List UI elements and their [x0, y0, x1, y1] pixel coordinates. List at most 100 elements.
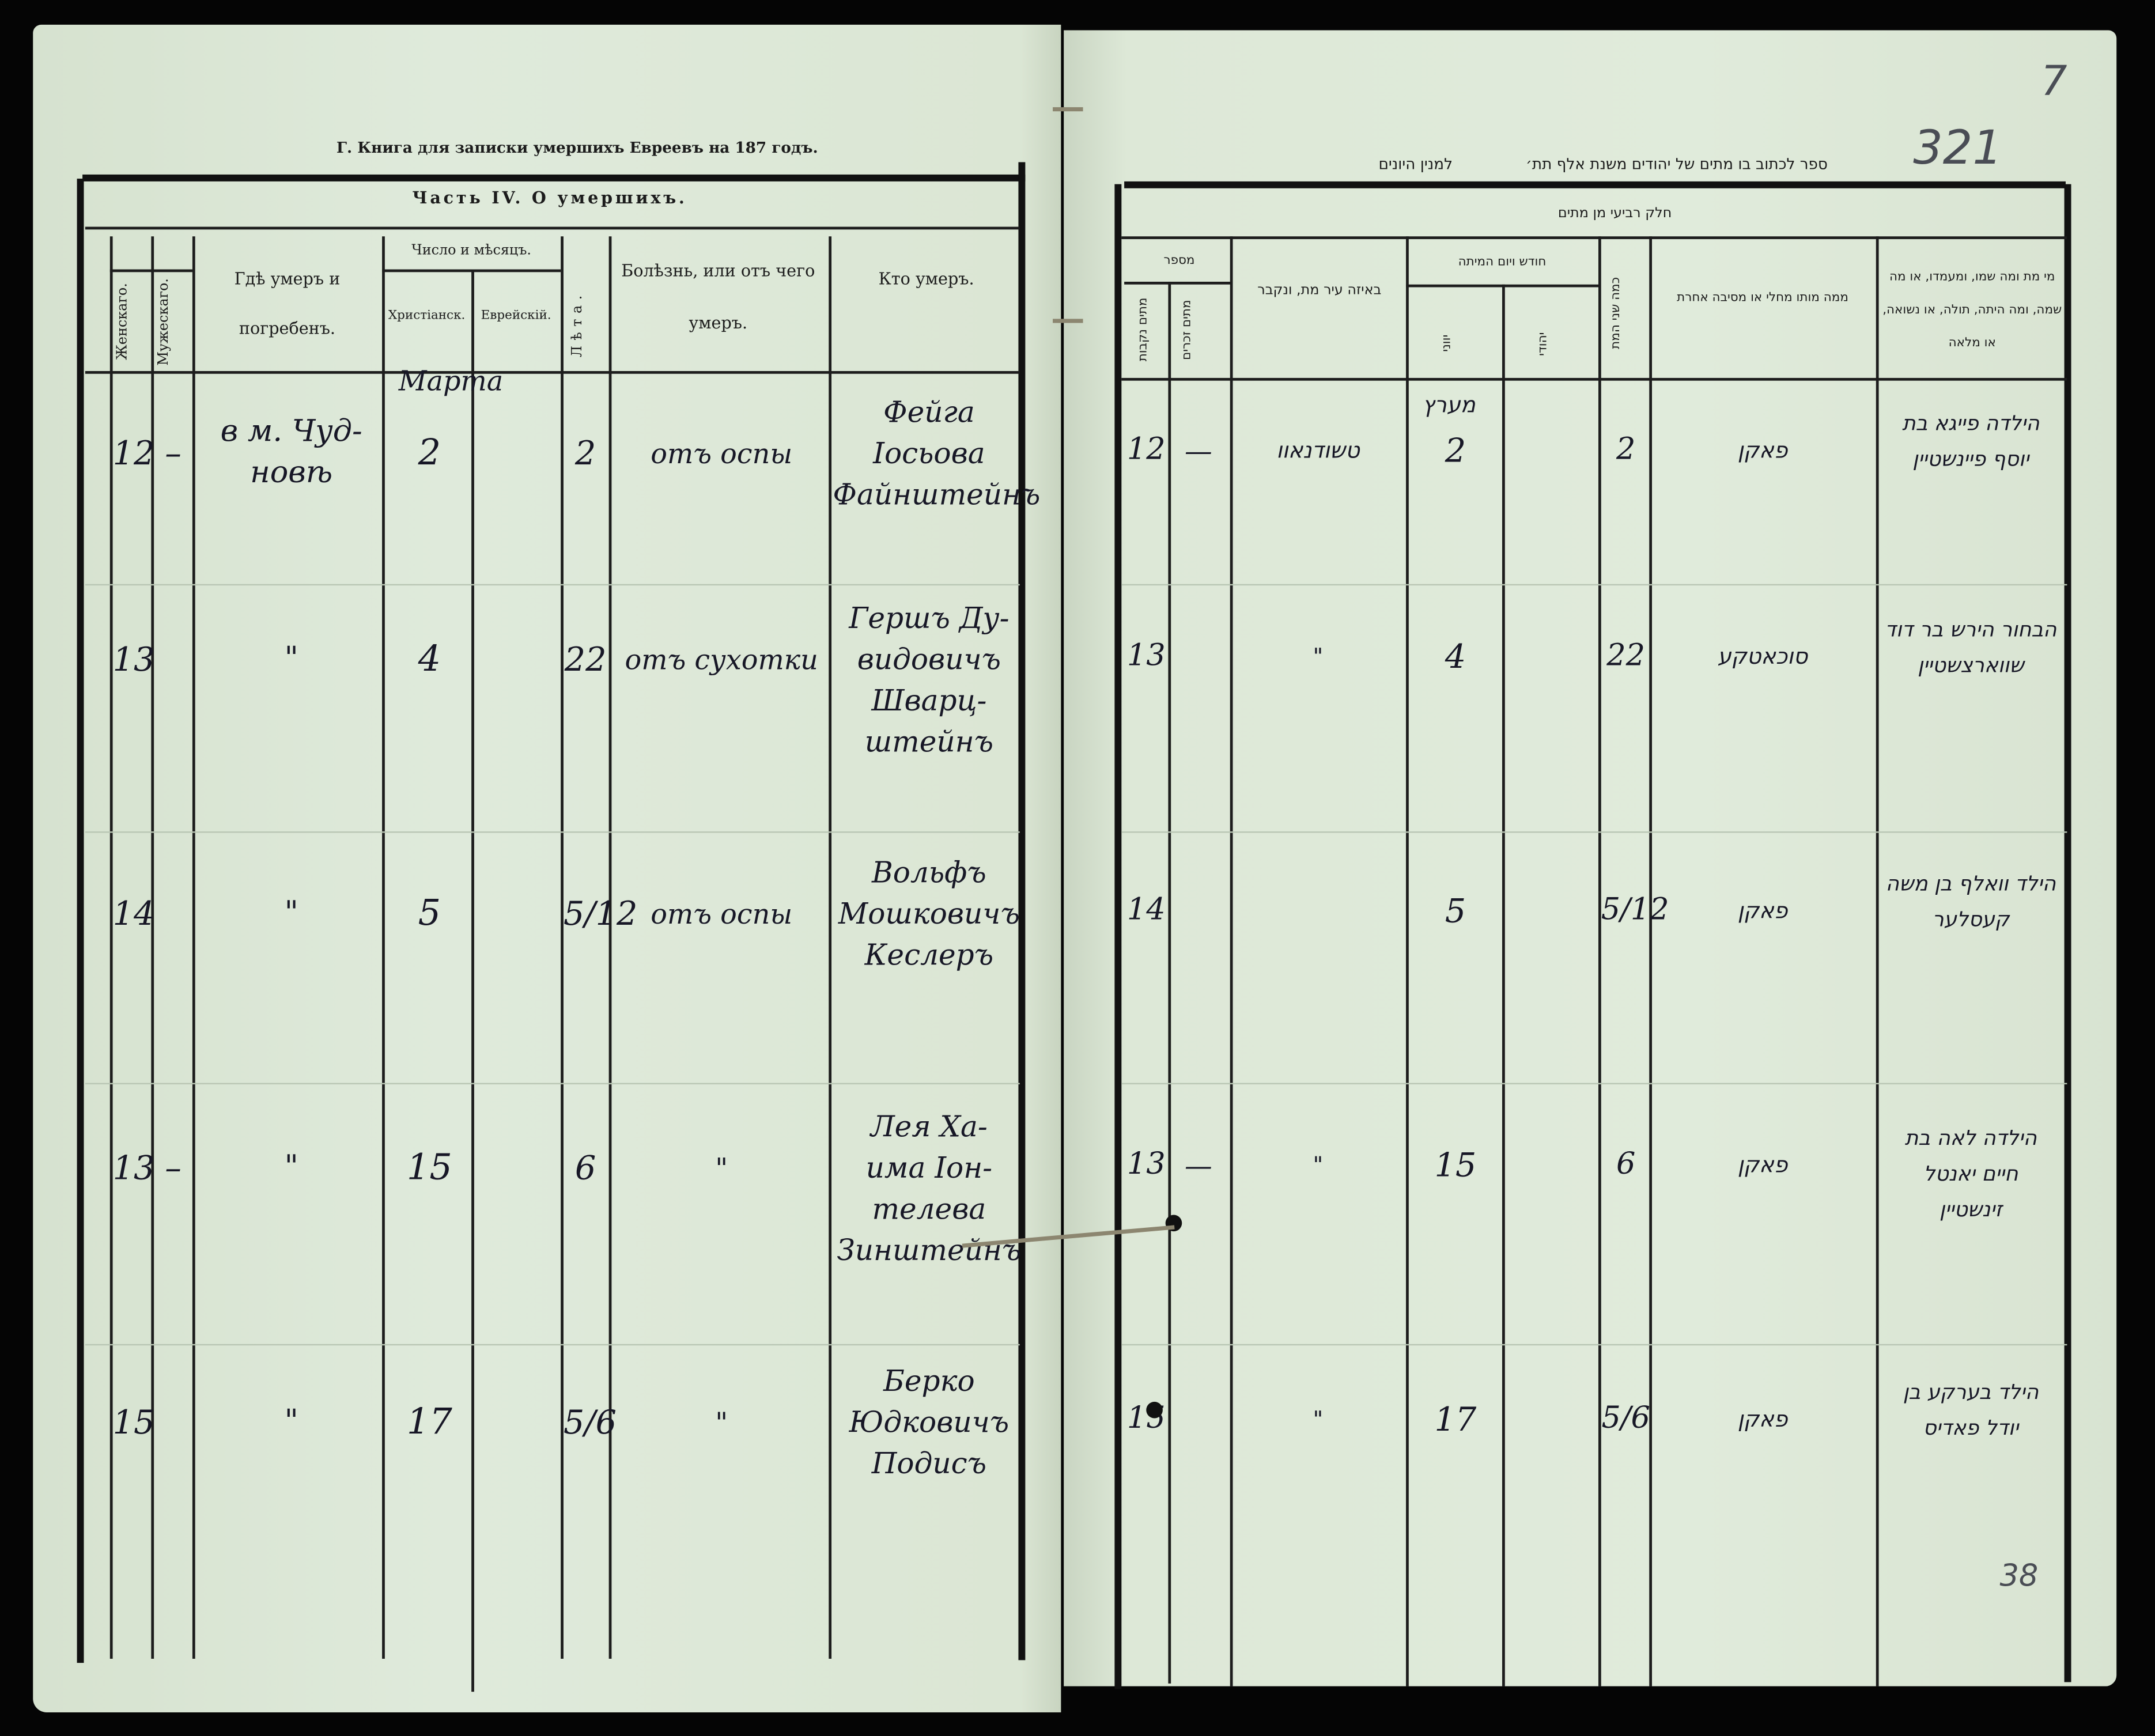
left-header-who: Кто умеръ.: [878, 269, 974, 289]
cell-place: ": [1313, 1406, 1324, 1432]
cell-cause: ": [715, 1406, 728, 1439]
right-header-place: באיזה עיר מת, ונקבר: [1257, 283, 1382, 298]
left-page: [33, 24, 1061, 1712]
binding-hole: [1146, 1401, 1163, 1419]
cell-cause: отъ оспы: [651, 437, 793, 470]
left-column-rule: [151, 236, 154, 1659]
left-header-rule: [85, 226, 1020, 229]
cell-who: Фейга Іосьова Файнштейнъ: [833, 395, 1041, 512]
cell-age: 22: [564, 640, 607, 679]
right-column-rule: [1406, 236, 1408, 1686]
cell-age: 22: [1606, 639, 1646, 674]
right-header-number-group: מספר: [1163, 254, 1195, 268]
right-header-rule: [1121, 236, 2067, 239]
left-month-note: Марта: [398, 364, 504, 398]
left-header-jewish: Еврейскій.: [481, 309, 551, 323]
cell-greek: 2: [1445, 431, 1466, 470]
cell-place: טשודנאוו: [1276, 437, 1360, 463]
cell-female: 14: [112, 894, 155, 933]
cell-male: —: [1185, 1149, 1212, 1182]
left-column-rule: [608, 236, 611, 1659]
right-column-rule: [1502, 284, 1504, 1686]
right-top-border: [1124, 181, 2066, 188]
cell-cause: סוכאטקע: [1717, 643, 1808, 670]
right-month-note: מערץ: [1422, 391, 1476, 418]
left-row-separator: [85, 1083, 1020, 1084]
left-top-border: [82, 174, 1026, 181]
cell-who: Берко Юдковичъ Подисъ: [849, 1364, 1010, 1480]
left-header-place: Гдѣ умеръ и погребенъ.: [234, 269, 341, 338]
cell-christian: 17: [406, 1401, 452, 1443]
cell-female: 13: [1126, 639, 1166, 674]
right-header-age: כמה שני המת: [1609, 277, 1623, 349]
cell-place: ": [1313, 1151, 1324, 1178]
left-book-title: Г. Книга для записки умершихъ Евреевъ на…: [336, 138, 818, 157]
right-right-border: [2064, 184, 2071, 1682]
cell-age: 6: [1616, 1147, 1636, 1182]
bottom-note: 38: [1999, 1560, 2039, 1594]
right-header-jewish: יהודי: [1536, 331, 1551, 355]
cell-place: в м. Чуд- новѣ: [220, 415, 362, 491]
cell-cause: отъ сухотки: [625, 643, 818, 676]
cell-male: –: [165, 434, 182, 473]
left-column-rule: [109, 236, 112, 1659]
cell-who: הילדה לאה בת חיים יאנטל זינשטיין: [1904, 1125, 2037, 1222]
right-column-rule: [1876, 236, 1878, 1686]
cell-age: 5/6: [1601, 1401, 1650, 1436]
left-header-age: Лѣта.: [570, 289, 586, 357]
left-right-border: [1018, 162, 1026, 1661]
cell-cause: ": [715, 1151, 728, 1185]
left-header-female: Женскаго.: [115, 283, 131, 361]
right-column-rule: [1168, 281, 1171, 1684]
cell-female: 15: [112, 1403, 155, 1442]
cell-female: 14: [1126, 893, 1166, 928]
cell-greek: 15: [1434, 1146, 1477, 1185]
right-column-rule: [1598, 236, 1601, 1686]
cell-cause: פאקן: [1737, 1151, 1788, 1178]
cell-age: 6: [574, 1149, 596, 1187]
right-row-separator: [1121, 1344, 2067, 1346]
right-book-title: ספר לכתוב בו מתים של יהודים משנת אלף תת׳: [1525, 155, 1828, 173]
left-part-title: Часть IV. О умершихъ.: [412, 188, 687, 208]
cell-who: הבחור הירש בר דוד שווארצשטיין: [1885, 617, 2057, 678]
cell-female: 13: [1126, 1147, 1166, 1182]
right-left-border: [1114, 184, 1122, 1689]
cell-who: Вольфъ Мошковичъ Кеслеръ: [838, 856, 1020, 972]
left-header-cause: Болѣзнь, или отъ чего умеръ.: [621, 261, 815, 333]
left-left-border: [77, 179, 84, 1663]
left-header-date-group: Число и мѣсяцъ.: [411, 243, 531, 259]
right-number-rule: [1124, 281, 1232, 284]
cell-christian: 15: [406, 1147, 452, 1189]
left-row-separator: [85, 831, 1020, 833]
cell-age: 2: [574, 434, 596, 473]
pencil-folio-number: 321: [1913, 120, 2003, 176]
cell-female: 13: [112, 1149, 155, 1187]
corner-folio-number: 7: [2041, 58, 2067, 106]
left-header-male: Мужескаго.: [156, 278, 172, 365]
cell-place: ": [284, 1404, 298, 1439]
cell-christian: 5: [418, 893, 441, 935]
left-column-rule: [382, 236, 384, 1659]
cell-christian: 2: [418, 433, 441, 474]
right-row-separator: [1121, 584, 2067, 586]
cell-who: הילד וואלף בן משה קעסלער: [1885, 871, 2056, 932]
right-header-female: מתים נקבות: [1136, 298, 1151, 362]
cell-female: 12: [1126, 433, 1166, 467]
right-header-who: מי מת ומה שמו, ומעמדו, או מה שמה, ומה הי…: [1882, 270, 2062, 351]
left-header-bottom-rule: [85, 371, 1020, 373]
cell-place: ": [1313, 643, 1324, 670]
right-header-bottom-rule: [1121, 377, 2067, 380]
cell-christian: 4: [418, 639, 441, 680]
left-column-rule: [829, 236, 831, 1659]
cell-greek: 17: [1434, 1400, 1477, 1439]
cell-who: הילדה פייגא בת יוסף פיינשטיין: [1902, 411, 2040, 472]
cell-cause: отъ оспы: [651, 897, 793, 931]
cell-female: 13: [112, 640, 155, 679]
left-column-rule: [192, 236, 195, 1659]
right-header-date-group: חודש ויום המיתה: [1458, 255, 1547, 270]
binding-thread: [1053, 107, 1083, 112]
cell-who: הילד בערקע בן יודל פאדיס: [1903, 1379, 2039, 1440]
cell-cause: פאקן: [1737, 1406, 1788, 1432]
cell-age: 5/12: [1601, 893, 1669, 928]
cell-age: 5/12: [563, 894, 638, 933]
